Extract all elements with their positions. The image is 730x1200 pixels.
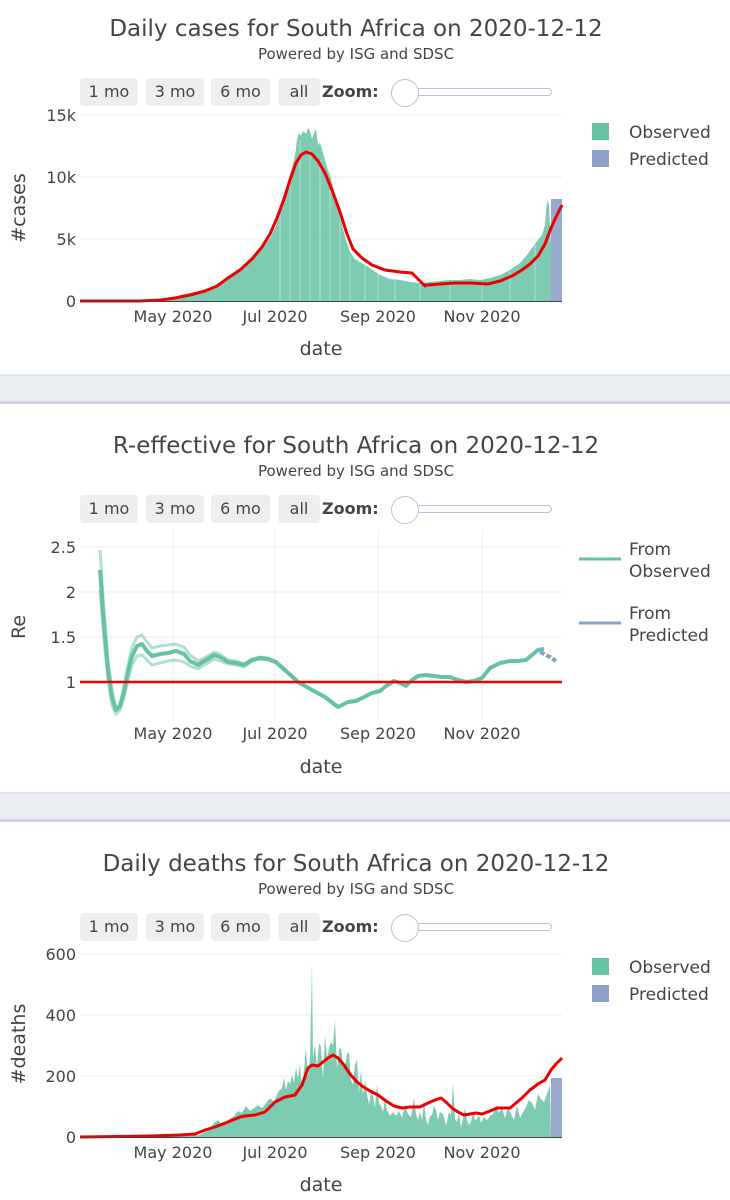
range-3mo-button[interactable]: 3 mo <box>146 495 204 523</box>
zoom-slider-thumb[interactable] <box>391 496 419 524</box>
y-tick: 5k <box>57 230 77 249</box>
legend-predicted-swatch[interactable] <box>592 985 609 1002</box>
range-3mo-button[interactable]: 3 mo <box>146 78 204 106</box>
legend[interactable]: Observed Predicted <box>592 958 711 1005</box>
cases-trend-line <box>80 150 564 303</box>
y-tick: 2.5 <box>51 538 76 557</box>
chart-title: Daily cases for South Africa on 2020-12-… <box>109 16 603 42</box>
legend-predicted-label-line1[interactable]: From <box>629 604 671 624</box>
cases-chart-panel: Daily cases for South Africa on 2020-12-… <box>0 0 730 372</box>
x-tick: Jul 2020 <box>241 1143 307 1162</box>
y-axis-title: Re <box>8 615 30 639</box>
observed-bars <box>80 128 551 301</box>
x-tick: Nov 2020 <box>443 307 520 326</box>
y-tick: 0 <box>66 1128 76 1147</box>
y-tick: 2 <box>66 583 76 602</box>
re-observed-line <box>98 569 545 712</box>
x-tick: Sep 2020 <box>340 307 416 326</box>
zoom-slider-thumb[interactable] <box>391 79 419 107</box>
zoom-label: Zoom: <box>322 499 379 518</box>
y-axis-title: #cases <box>8 173 30 243</box>
y-tick: 400 <box>45 1006 76 1025</box>
zoom-label: Zoom: <box>322 82 379 101</box>
legend-observed-label-line2[interactable]: Observed <box>629 562 711 582</box>
predicted-bars <box>551 1078 562 1137</box>
legend-predicted-label-line2[interactable]: Predicted <box>629 626 709 646</box>
deaths-trend-line <box>79 1053 564 1139</box>
x-tick: Jul 2020 <box>241 724 307 743</box>
observed-bars <box>80 963 551 1137</box>
x-tick: Nov 2020 <box>443 724 520 743</box>
x-tick: Sep 2020 <box>340 724 416 743</box>
x-tick: Sep 2020 <box>340 1143 416 1162</box>
zoom-slider-thumb[interactable] <box>391 914 419 942</box>
cases-plot[interactable]: 0 5k 10k 15k May 2020 Jul 2020 Sep 2020 … <box>0 0 730 372</box>
r-effective-plot[interactable]: 1 1.5 2 2.5 May 2020 Jul 2020 Sep 2020 N… <box>0 530 730 790</box>
y-tick: 0 <box>66 292 76 311</box>
legend-observed-label[interactable]: Observed <box>629 123 711 143</box>
zoom-slider-track[interactable] <box>405 923 552 931</box>
re-upper-bound-line <box>98 549 299 711</box>
zoom-slider-track[interactable] <box>405 505 552 513</box>
y-tick: 600 <box>45 945 76 964</box>
legend-observed-swatch[interactable] <box>592 958 609 975</box>
range-1mo-button[interactable]: 1 mo <box>80 913 138 941</box>
gridlines <box>80 530 562 720</box>
legend-observed-label-line1[interactable]: From <box>629 540 671 560</box>
range-all-button[interactable]: all <box>278 495 320 523</box>
chart-subtitle: Powered by ISG and SDSC <box>257 462 455 480</box>
bar-gaps <box>279 140 536 301</box>
chart-subtitle: Powered by ISG and SDSC <box>257 45 455 63</box>
y-tick: 1 <box>66 673 76 692</box>
chart-title: Daily deaths for South Africa on 2020-12… <box>102 851 610 877</box>
x-tick: May 2020 <box>134 724 213 743</box>
panel-separator <box>0 374 730 404</box>
legend-predicted-label[interactable]: Predicted <box>629 150 709 170</box>
panel-separator <box>0 792 730 822</box>
zoom-label: Zoom: <box>322 917 379 936</box>
legend[interactable]: From Observed From Predicted <box>579 540 711 646</box>
chart-title: R-effective for South Africa on 2020-12-… <box>112 433 600 459</box>
y-tick: 200 <box>45 1067 76 1086</box>
deaths-plot[interactable]: 0 200 400 600 May 2020 Jul 2020 Sep 2020… <box>0 940 730 1200</box>
range-1mo-button[interactable]: 1 mo <box>80 78 138 106</box>
legend-predicted-swatch[interactable] <box>592 150 609 167</box>
range-all-button[interactable]: all <box>278 913 320 941</box>
predicted-bars <box>551 199 562 301</box>
range-6mo-button[interactable]: 6 mo <box>211 913 270 941</box>
legend[interactable]: Observed Predicted <box>592 123 711 170</box>
x-tick: Nov 2020 <box>443 1143 520 1162</box>
range-all-button[interactable]: all <box>278 78 320 106</box>
re-predicted-line <box>539 650 558 663</box>
r-effective-chart-panel: R-effective for South Africa on 2020-12-… <box>0 404 730 790</box>
legend-predicted-label[interactable]: Predicted <box>629 985 709 1005</box>
x-tick: Jul 2020 <box>241 307 307 326</box>
x-axis-title: date <box>300 1174 343 1196</box>
x-axis-title: date <box>300 338 343 360</box>
y-tick: 1.5 <box>51 628 76 647</box>
x-tick: May 2020 <box>134 1143 213 1162</box>
y-tick: 10k <box>46 168 76 187</box>
deaths-chart-panel: Daily deaths for South Africa on 2020-12… <box>0 822 730 1200</box>
y-tick: 15k <box>46 106 76 125</box>
legend-observed-swatch[interactable] <box>592 123 609 140</box>
chart-subtitle: Powered by ISG and SDSC <box>257 880 455 898</box>
range-6mo-button[interactable]: 6 mo <box>211 78 270 106</box>
legend-observed-label[interactable]: Observed <box>629 958 711 978</box>
range-3mo-button[interactable]: 3 mo <box>146 913 204 941</box>
x-axis-title: date <box>300 756 343 778</box>
x-tick: May 2020 <box>134 307 213 326</box>
range-6mo-button[interactable]: 6 mo <box>211 495 270 523</box>
y-axis-title: #deaths <box>8 1004 30 1085</box>
range-1mo-button[interactable]: 1 mo <box>80 495 138 523</box>
